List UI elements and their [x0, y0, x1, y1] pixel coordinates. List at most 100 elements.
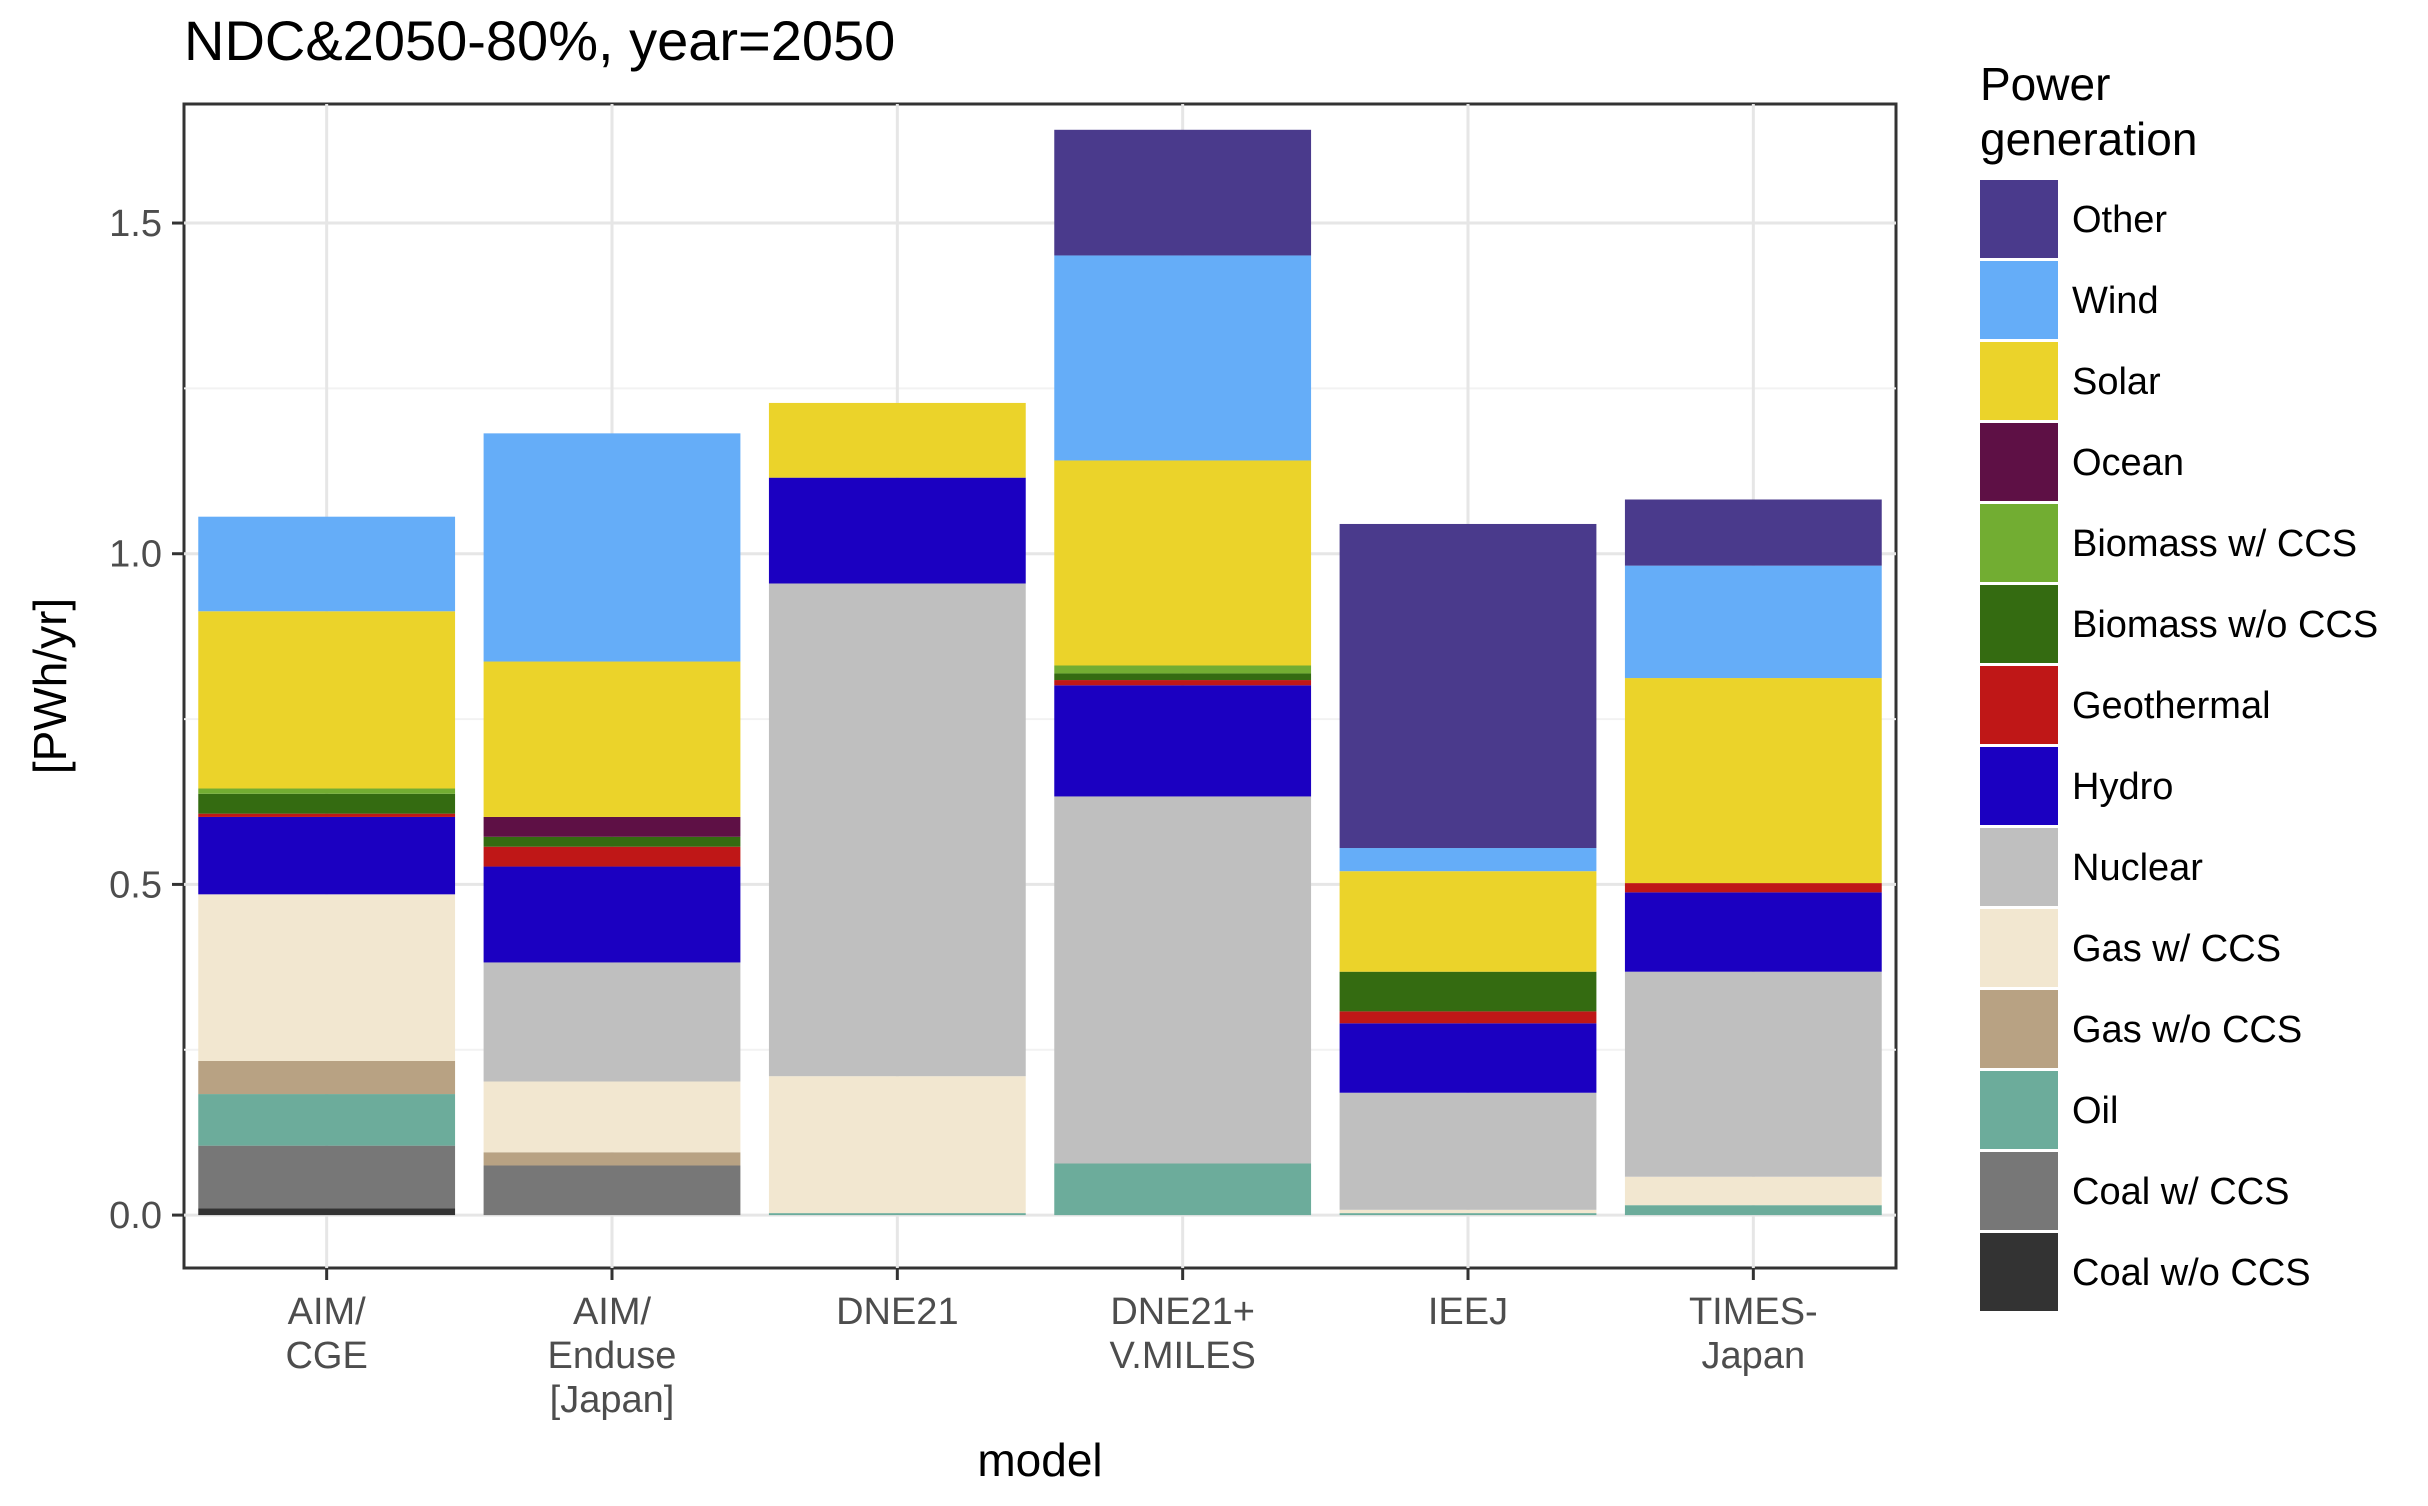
bar-segment-dne21-vmiles-wind [1054, 255, 1312, 461]
y-axis-title: [PWh/yr] [24, 598, 76, 774]
axes: 0.0 0.5 1.0 1.5 AIM/CGE AIM/Enduse [Japan] DNE2… [109, 203, 1818, 1421]
bar-segment-dne21-vmiles-hydro [1054, 685, 1312, 797]
y-tick-label: 1.0 [109, 534, 162, 576]
bar-segment-aim-cge-coal-w-ccs [198, 1145, 456, 1209]
chart-title: NDC&2050-80%, year=2050 [184, 9, 895, 72]
bar-segment-dne21-vmiles-solar [1054, 460, 1312, 666]
legend-key-nuclear [1980, 828, 2058, 906]
y-tick-label: 1.5 [109, 203, 162, 245]
bar-segment-aim-enduse-wind [483, 433, 741, 662]
bar-segment-aim-cge-biomass-w-ccs [198, 788, 456, 794]
legend-key-wind [1980, 261, 2058, 339]
bar-segment-dne21-oil [768, 1213, 1026, 1216]
bar-stacks [198, 129, 1882, 1216]
bar-segment-ieej-oil [1339, 1213, 1597, 1216]
bar-segment-ieej-other [1339, 523, 1597, 849]
bar-segment-dne21-vmiles-other [1054, 129, 1312, 256]
bar-segment-dne21-vmiles-biomass-w-ccs [1054, 665, 1312, 674]
y-tick-label: 0.0 [109, 1195, 162, 1237]
legend-key-other [1980, 180, 2058, 258]
x-tick-label-ieej: IEEJ [1428, 1291, 1508, 1333]
bar-segment-aim-cge-wind [198, 516, 456, 612]
legend-key-gas-w-ccs [1980, 909, 2058, 987]
bar-segment-dne21-vmiles-geothermal [1054, 680, 1312, 686]
bar-segment-times-japan-nuclear [1624, 971, 1882, 1177]
legend-key-coal-w-ccs [1980, 1152, 2058, 1230]
legend-label-hydro: Hydro [2072, 766, 2173, 808]
bar-segment-dne21-solar [768, 402, 1026, 478]
plot-panel-border [182, 102, 1898, 1270]
legend-key-biomass-w-o-ccs [1980, 585, 2058, 663]
legend-label-solar: Solar [2072, 361, 2161, 403]
bar-segment-aim-cge-gas-w-o-ccs [198, 1060, 456, 1095]
x-tick-label-dne21: DNE21 [836, 1291, 959, 1333]
bar-segment-aim-enduse-solar [483, 661, 741, 817]
bar-segment-ieej-nuclear [1339, 1092, 1597, 1210]
legend-key-geothermal [1980, 666, 2058, 744]
legend-key-solar [1980, 342, 2058, 420]
legend-label-gas-w-ccs: Gas w/ CCS [2072, 928, 2281, 970]
legend-label-wind: Wind [2072, 280, 2159, 322]
bar-segment-times-japan-hydro [1624, 892, 1882, 972]
legend-key-biomass-w-ccs [1980, 504, 2058, 582]
bar-segment-times-japan-gas-w-ccs [1624, 1176, 1882, 1206]
y-tick-label: 0.5 [109, 864, 162, 906]
bar-segment-ieej-solar [1339, 871, 1597, 972]
legend-label-geothermal: Geothermal [2072, 685, 2271, 727]
bar-segment-dne21-gas-w-ccs [768, 1076, 1026, 1214]
bar-segment-aim-enduse-gas-w-ccs [483, 1081, 741, 1153]
legend-label-coal-w-ccs: Coal w/ CCS [2072, 1171, 2290, 1213]
bar-segment-times-japan-oil [1624, 1205, 1882, 1216]
bar-segment-aim-enduse-geothermal [483, 846, 741, 867]
legend-key-oil [1980, 1071, 2058, 1149]
bar-segment-aim-enduse-biomass-w-o-ccs [483, 836, 741, 847]
bar-segment-times-japan-geothermal [1624, 883, 1882, 893]
bar-segment-dne21-vmiles-nuclear [1054, 796, 1312, 1164]
legend-key-gas-w-o-ccs [1980, 990, 2058, 1068]
bar-segment-aim-cge-solar [198, 611, 456, 789]
legend-label-ocean: Ocean [2072, 442, 2184, 484]
legend: Power generation Other Wind Solar Ocean Biomas… [1980, 58, 2378, 1311]
bar-segment-aim-cge-coal-w-o-ccs [198, 1208, 456, 1216]
legend-label-biomass-w-o-ccs: Biomass w/o CCS [2072, 604, 2378, 646]
legend-title: Power generation [1980, 58, 2197, 165]
legend-label-gas-w-o-ccs: Gas w/o CCS [2072, 1009, 2302, 1051]
legend-key-ocean [1980, 423, 2058, 501]
bar-segment-ieej-biomass-w-o-ccs [1339, 971, 1597, 1012]
x-tick-label-aim-cge: AIM/CGE [285, 1291, 367, 1377]
bar-segment-times-japan-other [1624, 499, 1882, 566]
bar-segment-times-japan-solar [1624, 678, 1882, 884]
bar-segment-ieej-wind [1339, 848, 1597, 872]
bar-segment-aim-cge-geothermal [198, 813, 456, 817]
x-tick-label-dne21-vmiles: DNE21+ V.MILES [1109, 1291, 1255, 1377]
legend-label-other: Other [2072, 199, 2167, 241]
bar-segment-aim-cge-hydro [198, 816, 456, 895]
bar-segment-aim-enduse-nuclear [483, 962, 741, 1082]
bar-segment-ieej-hydro [1339, 1023, 1597, 1093]
x-tick-label-times-japan: TIMES-Japan [1689, 1291, 1818, 1377]
bar-segment-aim-enduse-gas-w-o-ccs [483, 1152, 741, 1166]
bar-segment-aim-enduse-hydro [483, 866, 741, 963]
legend-key-hydro [1980, 747, 2058, 825]
legend-label-coal-w-o-ccs: Coal w/o CCS [2072, 1252, 2311, 1294]
bar-segment-aim-cge-oil [198, 1094, 456, 1146]
bar-segment-ieej-geothermal [1339, 1011, 1597, 1024]
bar-segment-dne21-nuclear [768, 583, 1026, 1077]
legend-key-coal-w-o-ccs [1980, 1233, 2058, 1311]
bar-segment-dne21-vmiles-biomass-w-o-ccs [1054, 673, 1312, 681]
bar-segment-aim-cge-gas-w-ccs [198, 894, 456, 1061]
x-tick-label-aim-enduse: AIM/Enduse [Japan] [548, 1291, 677, 1421]
legend-label-biomass-w-ccs: Biomass w/ CCS [2072, 523, 2357, 565]
legend-label-nuclear: Nuclear [2072, 847, 2203, 889]
x-axis-title: model [977, 1434, 1102, 1486]
bar-segment-aim-cge-biomass-w-o-ccs [198, 793, 456, 814]
bar-segment-times-japan-wind [1624, 565, 1882, 679]
bar-segment-aim-enduse-ocean [483, 816, 741, 837]
bar-segment-dne21-vmiles-oil [1054, 1163, 1312, 1216]
bar-segment-aim-enduse-coal-w-ccs [483, 1165, 741, 1216]
legend-label-oil: Oil [2072, 1090, 2118, 1132]
bar-segment-ieej-gas-w-ccs [1339, 1209, 1597, 1214]
bar-segment-dne21-hydro [768, 477, 1026, 584]
